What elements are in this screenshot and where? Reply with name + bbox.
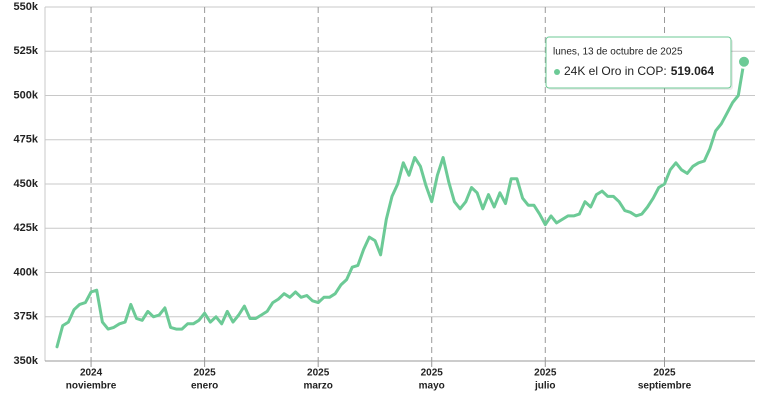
x-tick-label: 2025	[653, 368, 676, 379]
y-tick-label: 550k	[14, 1, 39, 13]
x-tick-label: 2025	[307, 368, 330, 379]
tooltip: lunes, 13 de octubre de 2025 24K el Oro i…	[545, 36, 733, 90]
y-tick-label: 425k	[14, 222, 39, 234]
y-tick-label: 400k	[14, 266, 39, 278]
x-tick-label: marzo	[303, 381, 332, 392]
y-tick-label: 475k	[14, 134, 39, 146]
y-tick-label: 375k	[14, 311, 39, 323]
hover-marker	[737, 54, 751, 69]
x-tick-label: enero	[191, 381, 218, 392]
x-tick-label: septiembre	[638, 381, 692, 392]
y-tick-label: 450k	[14, 178, 39, 190]
x-tick-label: mayo	[419, 381, 445, 392]
x-tick-label: 2025	[534, 368, 557, 379]
tooltip-value: 519.064	[671, 64, 715, 78]
tooltip-title: lunes, 13 de octubre de 2025	[553, 47, 683, 58]
line-series	[55, 60, 746, 349]
tooltip-dot	[554, 69, 560, 75]
y-tick-label: 525k	[14, 45, 39, 57]
x-tick-label: noviembre	[66, 381, 117, 392]
x-tick-label: julio	[534, 381, 556, 392]
tooltip-box	[545, 36, 732, 89]
tooltip-text: 24K el Oro in COP: 519.064	[564, 64, 714, 78]
y-tick-label: 500k	[14, 89, 39, 101]
x-tick-label: 2025	[421, 368, 444, 379]
tooltip-label: 24K el Oro in COP:	[564, 64, 667, 78]
y-tick-label: 350k	[14, 355, 39, 367]
x-tick-label: 2025	[193, 368, 216, 379]
x-tick-label: 2024	[80, 368, 103, 379]
